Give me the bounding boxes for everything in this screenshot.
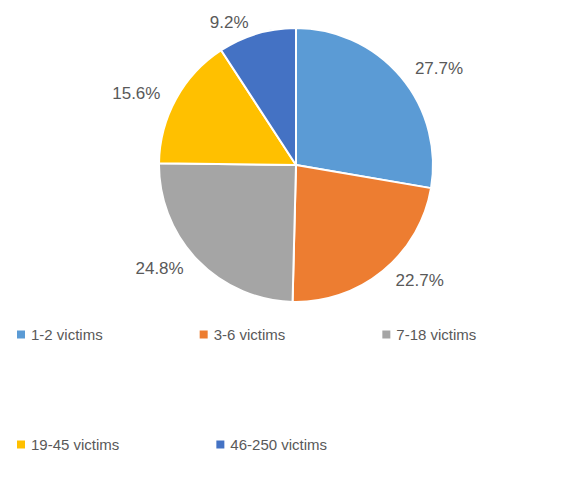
svg-text:24.8%: 24.8% bbox=[135, 259, 183, 278]
svg-text:22.7%: 22.7% bbox=[396, 271, 444, 290]
svg-text:19-45 victims: 19-45 victims bbox=[31, 436, 119, 453]
svg-text:9.2%: 9.2% bbox=[210, 13, 249, 32]
svg-text:1-2 victims: 1-2 victims bbox=[31, 326, 103, 343]
svg-text:27.7%: 27.7% bbox=[415, 59, 463, 78]
svg-text:15.6%: 15.6% bbox=[112, 84, 160, 103]
svg-text:7-18 victims: 7-18 victims bbox=[396, 326, 476, 343]
svg-text:46-250 victims: 46-250 victims bbox=[230, 436, 327, 453]
svg-text:3-6 victims: 3-6 victims bbox=[214, 326, 286, 343]
